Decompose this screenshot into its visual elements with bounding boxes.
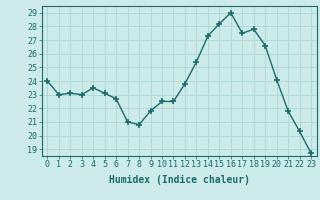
X-axis label: Humidex (Indice chaleur): Humidex (Indice chaleur) xyxy=(109,175,250,185)
